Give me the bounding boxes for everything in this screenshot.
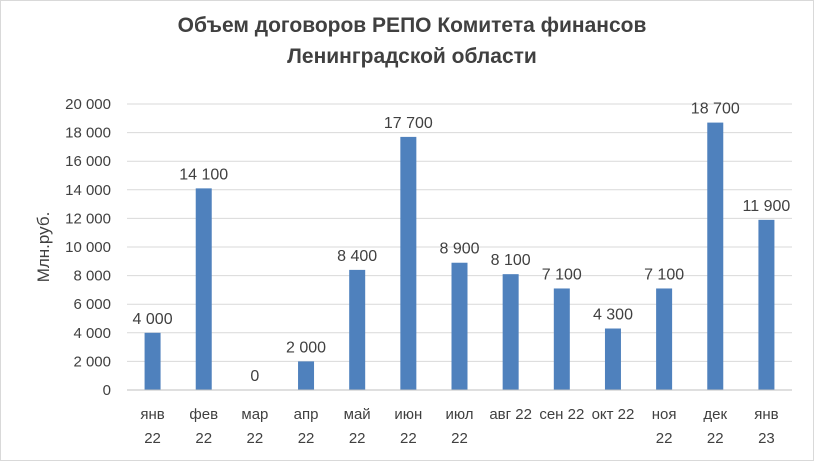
chart-title-line-2: Ленинградской области xyxy=(287,45,537,68)
x-tick-label: 22 xyxy=(195,430,212,447)
x-tick-label: янв xyxy=(140,406,164,423)
x-tick-label: 23 xyxy=(758,430,775,447)
x-tick-label: июн xyxy=(394,406,422,423)
bar xyxy=(502,274,519,390)
data-label: 8 400 xyxy=(337,248,377,265)
data-label: 4 300 xyxy=(593,307,633,324)
x-tick-labels: янв 22 фев 22 мар 22 апр 22 май 22 июн 22 июл 22 авг 2… xyxy=(140,406,778,447)
x-tick-label: 22 xyxy=(451,430,468,447)
x-tick-label: 22 xyxy=(400,430,417,447)
data-label: 11 900 xyxy=(743,198,791,215)
y-tick-label: 10 000 xyxy=(65,239,111,256)
bar xyxy=(144,332,161,390)
bar xyxy=(656,288,673,390)
bar xyxy=(604,328,621,390)
gridlines xyxy=(127,103,792,362)
bar xyxy=(298,361,315,390)
bar xyxy=(451,262,468,390)
y-tick-label: 20 000 xyxy=(65,96,111,113)
data-label: 4 000 xyxy=(133,311,173,328)
x-tick-label: мар xyxy=(241,406,268,423)
bar xyxy=(349,269,366,390)
y-tick-label: 2 000 xyxy=(73,353,111,370)
data-label: 7 100 xyxy=(644,266,684,283)
y-tick-label: 18 000 xyxy=(65,125,111,142)
x-tick-label: июл xyxy=(445,406,473,423)
chart-title-line-1: Объем договоров РЕПО Комитета финансов xyxy=(178,14,647,37)
x-tick-label: май xyxy=(344,406,371,423)
data-label: 14 100 xyxy=(179,166,228,183)
bar xyxy=(758,219,775,390)
bars xyxy=(144,122,775,390)
data-label: 0 xyxy=(250,368,259,385)
x-tick-label: апр xyxy=(294,406,319,423)
data-label: 17 700 xyxy=(384,115,433,132)
bar xyxy=(195,188,212,390)
x-tick-label: 22 xyxy=(656,430,673,447)
y-tick-label: 16 000 xyxy=(65,153,111,170)
x-tick-label: авг 22 xyxy=(489,406,532,423)
x-tick-label: 22 xyxy=(144,430,161,447)
y-tick-label: 4 000 xyxy=(73,325,111,342)
x-tick-label: сен 22 xyxy=(539,406,584,423)
bar xyxy=(400,136,417,390)
data-label: 7 100 xyxy=(542,266,582,283)
data-label: 8 100 xyxy=(491,252,531,269)
y-tick-labels: 0 2 000 4 000 6 000 8 000 10 000 12 000 14 000 1… xyxy=(65,96,111,399)
y-tick-label: 6 000 xyxy=(73,296,111,313)
x-tick-label: янв xyxy=(754,406,778,423)
x-tick-label: 22 xyxy=(349,430,366,447)
x-tick-label: ноя xyxy=(652,406,677,423)
y-tick-label: 0 xyxy=(103,382,111,399)
y-tick-label: 14 000 xyxy=(65,182,111,199)
bar xyxy=(707,122,724,390)
x-tick-label: окт 22 xyxy=(592,406,635,423)
x-tick-label: 22 xyxy=(298,430,315,447)
data-label: 2 000 xyxy=(286,339,326,356)
data-labels: 4 000 14 100 0 2 000 8 400 17 700 8 900 8 100 7 … xyxy=(133,101,791,385)
data-label: 8 900 xyxy=(439,241,479,258)
y-tick-label: 8 000 xyxy=(73,268,111,285)
x-tick-label: фев xyxy=(189,406,218,423)
x-tick-label: 22 xyxy=(247,430,264,447)
x-tick-label: 22 xyxy=(707,430,724,447)
y-axis-label: Млн.руб. xyxy=(34,212,53,283)
y-tick-label: 12 000 xyxy=(65,210,111,227)
bar xyxy=(553,288,570,390)
x-tick-label: дек xyxy=(703,406,727,423)
data-label: 18 700 xyxy=(691,101,740,118)
